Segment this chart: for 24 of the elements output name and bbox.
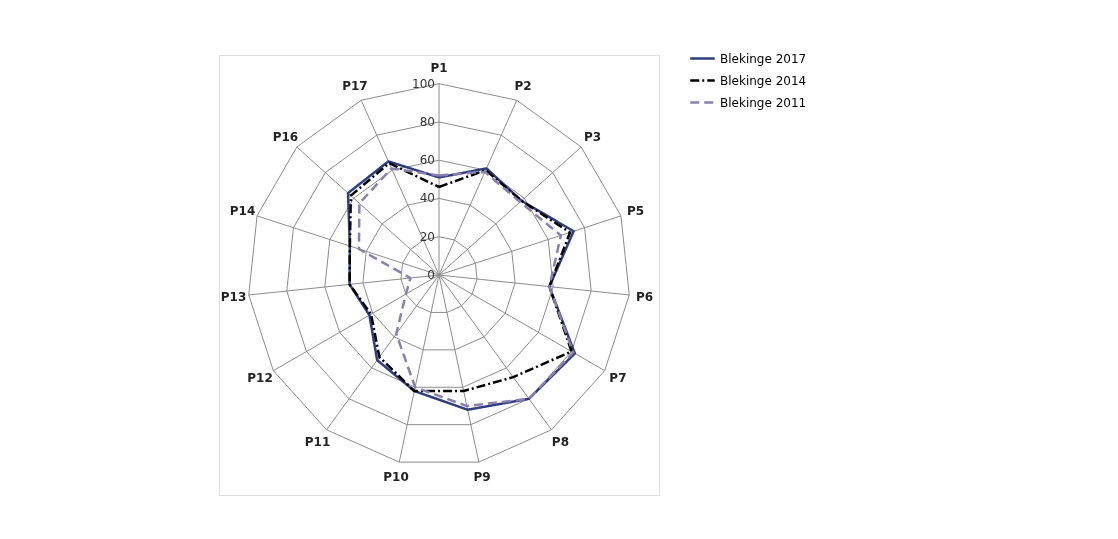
y-tick-label: 100 (412, 76, 435, 91)
spoke-label: P14 (229, 204, 256, 219)
spoke-label: P12 (247, 371, 273, 386)
legend-label: Blekinge 2014 (720, 73, 807, 88)
spoke-label: P7 (609, 371, 627, 386)
y-tick-label: 20 (419, 229, 435, 244)
spoke-label: P11 (304, 435, 331, 450)
spoke-label: P5 (626, 204, 645, 219)
spoke-label: P2 (514, 79, 532, 94)
legend-label: Blekinge 2011 (720, 95, 807, 110)
y-tick-label: 0 (427, 268, 435, 282)
spoke-label: P9 (473, 470, 491, 485)
y-tick-label: 80 (419, 114, 435, 129)
y-tick-label: 40 (419, 191, 435, 206)
spoke-label: P6 (635, 289, 654, 304)
legend-label: Blekinge 2017 (720, 51, 807, 66)
spoke-label: P1 (430, 61, 448, 76)
spoke-label: P13 (220, 289, 247, 304)
spoke-label: P17 (342, 79, 368, 94)
y-tick-label: 60 (419, 153, 435, 168)
spoke-label: P8 (551, 435, 570, 450)
spoke-label: P3 (583, 129, 602, 144)
spoke-label: P10 (383, 470, 409, 485)
spoke-label: P16 (272, 129, 299, 144)
